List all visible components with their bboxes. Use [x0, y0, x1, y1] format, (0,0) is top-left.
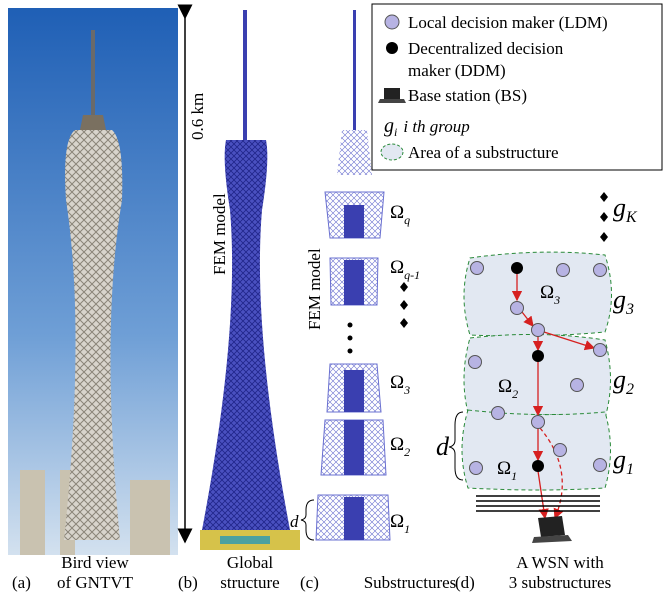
caption-text: structure [220, 573, 279, 592]
caption-label: (b) [178, 573, 198, 592]
substructure-label: Ωq [390, 202, 410, 227]
fem-label: FEM model [305, 248, 324, 330]
substructure-fem [300, 10, 408, 541]
d-label: d [436, 432, 450, 461]
legend-ddm: Decentralized decision [408, 39, 564, 58]
substructure-labels: Ωq Ωq-1 Ω3 Ω2 Ω1 [390, 202, 420, 536]
wsn [448, 192, 612, 543]
caption-text: 3 substructures [509, 573, 611, 592]
height-label: 0.6 km [188, 93, 207, 140]
substructure-label: Ω3 [390, 372, 410, 397]
caption-text: Substructures [364, 573, 457, 592]
caption-label: (c) [300, 573, 319, 592]
legend: Local decision maker (LDM) Decentralized… [371, 3, 663, 171]
caption-text: Global [227, 553, 274, 572]
caption-text: Bird view [61, 553, 129, 572]
group-label: g3 [613, 285, 634, 318]
d-label: d [290, 512, 299, 531]
substructure-label: Ω2 [390, 434, 410, 459]
group-label: gK [613, 193, 638, 226]
area-label: Ω1 [497, 458, 517, 483]
caption-label: (d) [455, 573, 475, 592]
legend-ddm: maker (DDM) [408, 61, 506, 80]
global-fem [200, 10, 300, 550]
wsn-labels: gK g3 g2 g1 Ω3 Ω2 Ω1 [497, 193, 638, 483]
legend-group: gi i th group [384, 115, 470, 139]
substructure-label: Ω1 [390, 511, 410, 536]
area-label: Ω3 [540, 282, 560, 307]
legend-area: Area of a substructure [408, 143, 559, 162]
caption-text: of GNTVT [57, 573, 134, 592]
group-label: g1 [613, 445, 634, 478]
caption-label: (a) [12, 573, 31, 592]
legend-bs: Base station (BS) [408, 86, 527, 105]
legend-ldm: Local decision maker (LDM) [408, 13, 608, 32]
group-label: g2 [613, 365, 634, 398]
caption-text: A WSN with [516, 553, 604, 572]
area-label: Ω2 [498, 376, 518, 401]
fem-label: FEM model [210, 193, 229, 275]
substructure-label: Ωq-1 [390, 257, 420, 282]
photo [8, 8, 178, 555]
